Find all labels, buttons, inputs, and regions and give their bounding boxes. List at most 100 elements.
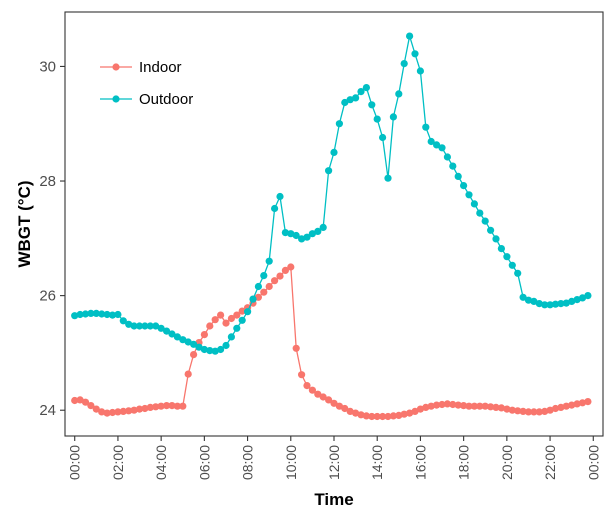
indoor-data-point — [578, 399, 587, 407]
indoor-data-point — [487, 403, 495, 411]
outdoor-data-point — [454, 172, 462, 180]
outdoor-data-point — [260, 272, 268, 280]
plot-panel — [64, 11, 604, 437]
outdoor-data-point — [287, 230, 295, 238]
indoor-data-point — [152, 403, 160, 411]
outdoor-data-point — [76, 310, 84, 319]
indoor-data-point — [190, 351, 198, 359]
indoor-data-point — [319, 393, 327, 401]
indoor-data-point — [573, 400, 581, 408]
indoor-data-point — [303, 382, 311, 390]
indoor-data-point — [211, 316, 219, 324]
outdoor-data-point — [71, 312, 79, 320]
outdoor-data-point — [395, 90, 403, 98]
indoor-data-point — [422, 403, 430, 411]
outdoor-data-point — [497, 245, 505, 253]
outdoor-data-point — [503, 253, 511, 261]
indoor-series — [71, 263, 592, 421]
outdoor-data-point — [92, 309, 100, 317]
indoor-data-point — [287, 263, 295, 271]
x-axis-title: Time — [314, 490, 353, 509]
indoor-data-point — [535, 408, 543, 416]
outdoor-data-point — [362, 84, 370, 92]
indoor-data-point — [265, 282, 273, 291]
y-tick-label: 30 — [39, 58, 56, 75]
outdoor-data-point — [519, 293, 527, 301]
indoor-data-point — [481, 402, 489, 410]
outdoor-data-point — [298, 235, 306, 243]
indoor-data-point — [492, 403, 500, 411]
outdoor-data-point — [476, 209, 484, 217]
outdoor-data-point — [400, 60, 408, 68]
outdoor-data-point — [433, 141, 441, 149]
indoor-data-point — [341, 404, 349, 413]
outdoor-data-point — [114, 310, 122, 319]
outdoor-data-point — [406, 32, 414, 40]
indoor-data-point — [514, 407, 522, 415]
outdoor-data-point — [81, 310, 90, 318]
outdoor-data-point — [146, 322, 154, 330]
outdoor-data-point — [238, 316, 246, 324]
indoor-data-point — [546, 406, 554, 414]
outdoor-data-point — [508, 261, 516, 269]
indoor-data-point — [98, 408, 106, 416]
outdoor-data-point — [470, 200, 478, 208]
series-layer — [71, 32, 592, 421]
indoor-data-point — [416, 405, 424, 413]
outdoor-data-point — [179, 336, 187, 344]
x-tick-label: 14:00 — [369, 445, 385, 480]
indoor-data-point — [114, 408, 122, 416]
indoor-data-point — [276, 272, 284, 280]
indoor-data-point — [449, 400, 457, 409]
indoor-data-point — [584, 398, 592, 406]
outdoor-data-point — [357, 88, 365, 96]
indoor-data-point — [470, 402, 478, 410]
indoor-data-point — [200, 331, 208, 339]
outdoor-data-point — [535, 300, 543, 308]
indoor-data-point — [503, 405, 511, 413]
indoor-data-point — [357, 411, 365, 419]
indoor-data-point — [227, 314, 235, 323]
outdoor-data-point — [184, 338, 192, 346]
outdoor-data-point — [465, 191, 473, 199]
x-tick-label: 12:00 — [326, 445, 342, 480]
outdoor-data-point — [211, 347, 219, 355]
outdoor-data-point — [330, 148, 338, 156]
outdoor-data-point — [346, 96, 354, 104]
indoor-data-point — [551, 404, 560, 413]
indoor-data-point — [557, 403, 565, 411]
indoor-data-point — [427, 402, 435, 410]
outdoor-data-point — [319, 223, 327, 231]
indoor-data-point — [519, 407, 527, 415]
indoor-data-point — [352, 409, 360, 417]
indoor-data-point — [141, 404, 149, 413]
outdoor-data-point — [265, 257, 273, 265]
outdoor-data-point — [416, 67, 424, 75]
outdoor-data-point — [443, 153, 451, 161]
indoor-data-point — [368, 412, 376, 421]
indoor-data-point — [335, 402, 343, 410]
outdoor-data-point — [325, 167, 333, 175]
indoor-data-point — [406, 409, 414, 417]
indoor-data-point — [384, 412, 392, 421]
outdoor-data-point — [487, 226, 495, 234]
outdoor-data-point — [438, 144, 446, 152]
legend-label-outdoor: Outdoor — [139, 91, 193, 108]
outdoor-data-point — [524, 296, 533, 304]
indoor-data-point — [184, 370, 192, 378]
outdoor-data-point — [460, 182, 468, 190]
indoor-data-point — [373, 412, 381, 421]
outdoor-data-point — [411, 50, 419, 58]
indoor-data-point — [346, 407, 354, 415]
x-tick-label: 10:00 — [283, 445, 299, 480]
outdoor-data-point — [578, 294, 587, 302]
outdoor-data-point — [233, 324, 241, 332]
outdoor-data-point — [481, 217, 489, 225]
outdoor-data-point — [130, 322, 138, 330]
outdoor-data-point — [98, 310, 106, 318]
outdoor-data-point — [573, 296, 581, 304]
outdoor-data-point — [314, 227, 322, 235]
indoor-data-point — [260, 288, 268, 296]
indoor-data-point — [146, 403, 154, 411]
y-axis-title: WBGT (°C) — [15, 180, 34, 267]
